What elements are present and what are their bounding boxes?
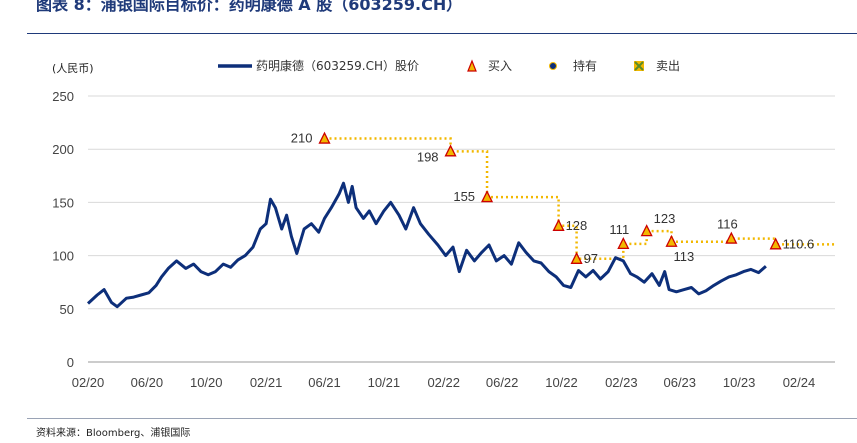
target-price-line xyxy=(324,137,835,261)
legend-circle-marker xyxy=(549,62,557,70)
x-tick-label: 02/24 xyxy=(783,375,816,390)
legend-label: 卖出 xyxy=(656,59,680,73)
buy-marker xyxy=(769,237,782,250)
y-tick-label: 0 xyxy=(67,355,74,370)
x-tick-label: 06/22 xyxy=(486,375,519,390)
x-tick-label: 06/20 xyxy=(131,375,164,390)
target-price-label: 116 xyxy=(717,217,738,232)
x-tick-label: 06/23 xyxy=(663,375,696,390)
target-price-label: 128 xyxy=(566,218,588,233)
legend: 药明康德（603259.CH）股价 买入 持有 卖出 xyxy=(218,58,680,73)
gridlines xyxy=(88,95,835,363)
target-price-label: 198 xyxy=(417,149,439,164)
buy-marker xyxy=(444,144,457,157)
y-tick-label: 250 xyxy=(52,89,74,104)
target-price-label: 155 xyxy=(453,189,475,204)
legend-label: 买入 xyxy=(488,59,512,73)
y-axis: 0 50 100 150 200 250 xyxy=(52,89,74,370)
buy-marker xyxy=(570,251,583,264)
x-tick-label: 02/21 xyxy=(250,375,283,390)
rating-markers xyxy=(318,131,782,264)
y-tick-label: 50 xyxy=(60,302,74,317)
buy-marker xyxy=(725,231,738,244)
buy-marker xyxy=(480,190,494,203)
top-divider xyxy=(27,33,857,34)
target-price-label: 111 xyxy=(609,222,629,237)
target-price-labels: 210 198 155 128 97 111 123 113 116 110.6 xyxy=(291,131,814,266)
legend-label: 药明康德（603259.CH）股价 xyxy=(256,58,419,73)
target-price-label: 113 xyxy=(673,249,694,264)
x-tick-label: 02/23 xyxy=(605,375,638,390)
bottom-divider xyxy=(27,418,857,419)
buy-marker xyxy=(617,236,630,250)
figure-title: 图表 8：浦银国际目标价：药明康德 A 股（603259.CH） xyxy=(36,0,463,14)
x-axis: 02/20 06/20 10/20 02/21 06/21 10/21 02/22 06/22… xyxy=(72,375,816,390)
buy-marker xyxy=(552,218,565,231)
buy-marker xyxy=(318,131,331,144)
y-tick-label: 100 xyxy=(52,249,74,264)
price-line xyxy=(86,181,767,309)
x-tick-label: 10/21 xyxy=(368,375,401,390)
target-price-step-line xyxy=(324,137,835,261)
price-series xyxy=(86,181,767,309)
target-price-label: 210 xyxy=(291,131,313,146)
x-tick-label: 10/20 xyxy=(190,375,223,390)
y-axis-unit-label: (人民币) xyxy=(52,62,94,75)
source-note: 资料来源：Bloomberg、浦银国际 xyxy=(36,428,191,439)
y-tick-label: 200 xyxy=(52,142,74,157)
target-price-label: 123 xyxy=(654,211,676,226)
x-tick-label: 06/21 xyxy=(308,375,341,390)
target-price-label: 97 xyxy=(584,251,598,266)
buy-marker xyxy=(665,234,678,247)
x-tick-label: 02/22 xyxy=(427,375,460,390)
legend-x-marker-cross xyxy=(634,61,644,71)
y-tick-label: 150 xyxy=(52,195,74,210)
x-tick-label: 10/22 xyxy=(545,375,578,390)
x-tick-label: 02/20 xyxy=(72,375,105,390)
target-price-label: 110.6 xyxy=(783,236,815,251)
x-tick-label: 10/23 xyxy=(723,375,756,390)
buy-marker xyxy=(640,224,653,237)
legend-triangle-marker xyxy=(467,59,477,72)
legend-label: 持有 xyxy=(573,58,597,73)
